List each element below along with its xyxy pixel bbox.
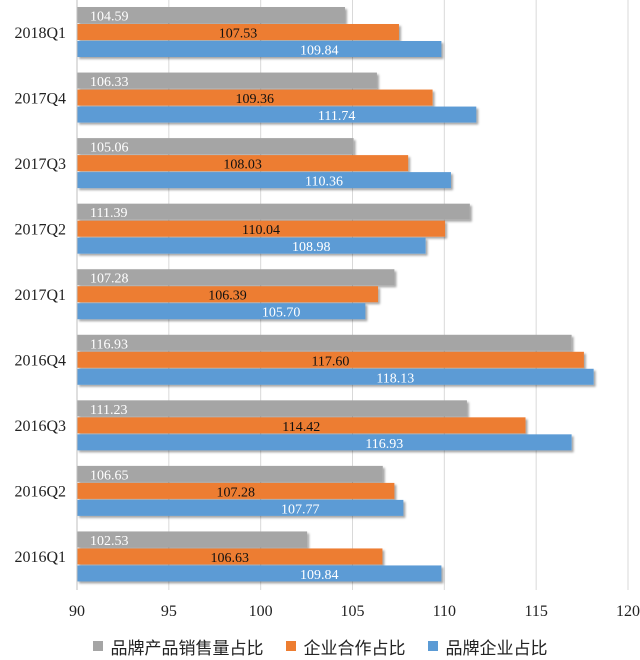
category-label-2017q4: 2017Q4 (14, 90, 66, 107)
category-label-2016q1: 2016Q1 (14, 549, 66, 566)
bar-2017q1-s2 (77, 303, 366, 320)
bar-2017q4-s0 (77, 72, 377, 89)
bar-2016q3-s2 (77, 434, 572, 451)
category-label-2016q2: 2016Q2 (14, 484, 66, 501)
data-label-2016q2-s0: 106.65 (90, 468, 129, 483)
data-label-2018q1-s0: 104.59 (90, 10, 129, 25)
x-tick-label-110: 110 (433, 603, 456, 620)
data-label-2017q4-s2: 111.74 (318, 109, 355, 124)
bar-2017q1-s1 (77, 286, 379, 303)
bar-2016q2-s0 (77, 465, 383, 482)
x-tick-label-90: 90 (69, 603, 85, 620)
bars (77, 7, 594, 582)
data-label-2016q3-s0: 111.23 (90, 403, 127, 418)
legend-label-blue: 品牌企业占比 (445, 638, 548, 659)
data-label-2017q1-s0: 107.28 (90, 272, 129, 287)
data-label-2016q1-s2: 109.84 (300, 568, 339, 583)
data-label-2016q4-s1: 117.60 (311, 354, 349, 369)
x-tick-label-115: 115 (524, 603, 547, 620)
bar-2016q1-s0 (77, 531, 308, 548)
data-label-2016q1-s0: 102.53 (90, 534, 129, 549)
data-label-2017q4-s1: 109.36 (236, 92, 275, 107)
bar-2017q3-s2 (77, 172, 451, 189)
bar-2017q4-s1 (77, 89, 433, 106)
category-label-2017q2: 2017Q2 (14, 221, 66, 238)
bar-2017q3-s0 (77, 138, 354, 155)
data-label-2017q2-s2: 108.98 (292, 240, 331, 255)
legend-item-orange: 企业合作占比 (285, 634, 406, 659)
bar-2016q4-s0 (77, 334, 572, 351)
bar-2016q1-s2 (77, 565, 442, 582)
legend-item-gray: 品牌产品销售量占比 (92, 634, 264, 659)
bar-2017q3-s1 (77, 155, 409, 172)
x-tick-label-105: 105 (341, 603, 365, 620)
category-label-2018q1: 2018Q1 (14, 25, 66, 42)
bar-2018q1-s2 (77, 41, 442, 57)
category-label-2016q4: 2016Q4 (14, 353, 66, 370)
bar-2018q1-s0 (77, 7, 345, 23)
legend-swatch-gray (92, 641, 103, 651)
data-label-2018q1-s1: 107.53 (219, 27, 258, 42)
bar-2017q2-s0 (77, 203, 470, 220)
bar-2016q1-s1 (77, 548, 383, 565)
category-label-2016q3: 2016Q3 (14, 418, 66, 435)
data-label-2017q2-s1: 110.04 (242, 223, 280, 238)
data-label-2017q1-s2: 105.70 (262, 306, 301, 321)
bar-2016q2-s2 (77, 499, 404, 516)
data-label-2016q2-s2: 107.77 (281, 502, 320, 517)
bar-2017q4-s2 (77, 106, 477, 123)
data-labels: 104.59 107.53 109.84 106.33 109.36 111.74 105.… (90, 10, 414, 583)
data-label-2017q3-s1: 108.03 (223, 158, 262, 173)
data-label-2016q3-s2: 116.93 (365, 437, 403, 452)
data-label-2016q2-s1: 107.28 (216, 485, 255, 500)
bar-2016q3-s0 (77, 400, 467, 417)
data-label-2017q3-s0: 105.06 (90, 141, 129, 156)
category-label-2017q3: 2017Q3 (14, 156, 66, 173)
bar-2017q2-s1 (77, 220, 446, 237)
legend-label-gray: 品牌产品销售量占比 (110, 638, 264, 659)
data-label-2017q4-s0: 106.33 (90, 75, 129, 90)
data-label-2017q2-s0: 111.39 (90, 206, 127, 221)
data-label-2018q1-s2: 109.84 (300, 44, 339, 59)
bar-2016q3-s1 (77, 417, 526, 434)
data-label-2016q3-s1: 114.42 (282, 420, 320, 435)
bar-2016q4-s2 (77, 368, 594, 385)
legend-swatch-orange (285, 641, 296, 651)
bar-2018q1-s1 (77, 24, 399, 40)
x-tick-label-100: 100 (249, 603, 273, 620)
bar-2016q4-s1 (77, 351, 584, 368)
data-label-2016q4-s2: 118.13 (376, 371, 414, 386)
data-label-2017q1-s1: 106.39 (208, 289, 247, 304)
x-tick-label-120: 120 (616, 603, 640, 620)
x-tick-label-95: 95 (161, 603, 177, 620)
legend-item-blue: 品牌企业占比 (427, 634, 548, 659)
bar-2016q2-s1 (77, 482, 395, 499)
category-label-2017q1: 2017Q1 (14, 287, 66, 304)
bar-2017q1-s0 (77, 269, 395, 286)
bar-2017q2-s2 (77, 237, 426, 254)
legend: 品牌产品销售量占比 企业合作占比 品牌企业占比 (0, 634, 640, 659)
data-label-2017q3-s2: 110.36 (305, 175, 343, 190)
data-label-2016q1-s1: 106.63 (210, 551, 249, 566)
axes: 90 95 100 105 110 115 120 2018Q1 2017Q4 2017Q3 201… (14, 0, 640, 620)
data-label-2016q4-s0: 116.93 (90, 337, 128, 352)
legend-swatch-blue (427, 641, 438, 651)
legend-label-orange: 企业合作占比 (303, 638, 406, 659)
